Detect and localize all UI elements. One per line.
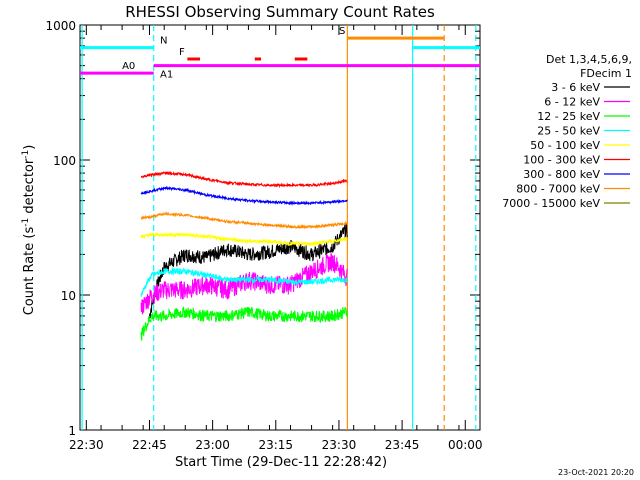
legend-label: 100 - 300 keV xyxy=(523,154,600,167)
footer-date: 23-Oct-2021 20:20 xyxy=(558,468,634,477)
series-line-0 xyxy=(149,223,348,319)
legend-title-line-2: FDecim 1 xyxy=(580,67,632,80)
state-label-f: F xyxy=(179,47,185,58)
legend-label: 50 - 100 keV xyxy=(530,139,600,152)
x-tick-label: 22:30 xyxy=(69,438,104,452)
series-line-7 xyxy=(140,210,348,230)
plot-area: 1 10 100 1000 22:30 22:45 23:00 23:15 23:30 23:45… xyxy=(45,19,482,452)
y-axis-label-end: ) xyxy=(22,145,37,150)
y-tick-label: 1 xyxy=(68,424,76,438)
chart-title: RHESSI Observing Summary Count Rates xyxy=(125,3,435,21)
x-tick-label: 22:45 xyxy=(132,438,167,452)
legend: Det 1,3,4,5,6,9,FDecim 13 - 6 keV 6 - 12 … xyxy=(502,53,632,210)
y-axis-label-main: Count Rate (s xyxy=(22,227,37,316)
series-line-1 xyxy=(140,252,348,315)
legend-label: 800 - 7000 keV xyxy=(516,183,600,196)
x-tick-label: 23:00 xyxy=(195,438,230,452)
state-label-a0: A0 xyxy=(122,61,135,72)
series-line-6 xyxy=(140,185,348,207)
series-line-4 xyxy=(140,231,348,247)
y-tick-label: 10 xyxy=(61,289,76,303)
series-line-3 xyxy=(140,267,348,297)
series-line-5 xyxy=(140,170,348,189)
legend-label: 12 - 25 keV xyxy=(537,110,600,123)
state-label-s: S xyxy=(339,26,345,37)
x-tick-label: 00:00 xyxy=(448,438,483,452)
axes-frame xyxy=(79,24,481,431)
y-axis-label-mid: detector xyxy=(22,158,37,218)
y-axis-label-sup1: -1 xyxy=(21,218,31,227)
legend-label: 7000 - 15000 keV xyxy=(502,197,600,210)
legend-title-line-1: Det 1,3,4,5,6,9, xyxy=(546,53,632,66)
state-label-n: N xyxy=(160,36,167,47)
legend-label: 6 - 12 keV xyxy=(544,96,600,109)
y-axis-label: Count Rate (s-1 detector-1) xyxy=(21,145,37,316)
legend-label: 3 - 6 keV xyxy=(551,81,600,94)
x-tick-label: 23:30 xyxy=(322,438,357,452)
x-axis-label: Start Time (29-Dec-11 22:28:42) xyxy=(175,455,387,470)
legend-label: 25 - 50 keV xyxy=(537,125,600,138)
y-tick-label: 1000 xyxy=(45,19,76,33)
x-tick-label: 23:15 xyxy=(258,438,293,452)
y-tick-label: 100 xyxy=(53,154,76,168)
x-tick-label: 23:45 xyxy=(385,438,420,452)
series-line-2 xyxy=(140,306,348,342)
legend-label: 300 - 800 keV xyxy=(523,168,600,181)
y-axis-label-sup2: -1 xyxy=(21,150,31,159)
state-label-a1: A1 xyxy=(160,70,173,81)
